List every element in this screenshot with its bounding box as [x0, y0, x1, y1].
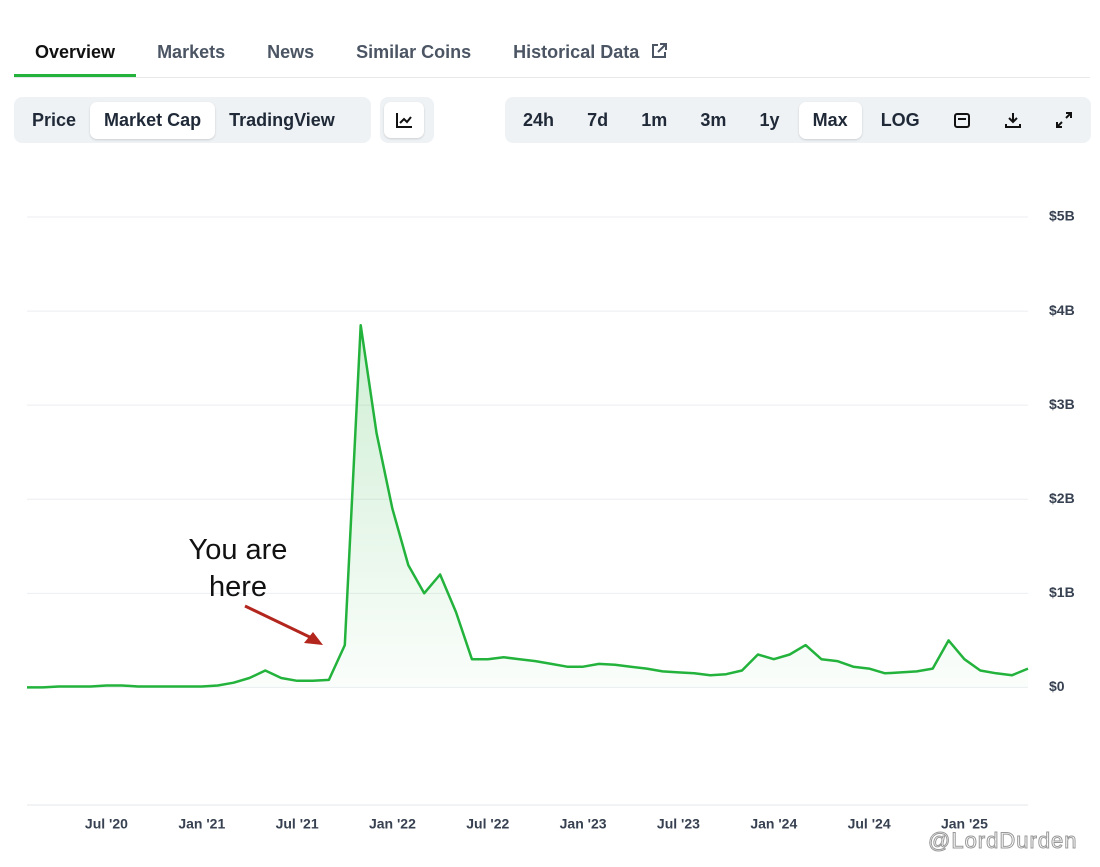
x-tick-label: Jan '24 — [750, 816, 797, 832]
y-tick-label: $2B — [1049, 490, 1075, 506]
range-button[interactable]: 1m — [641, 109, 668, 130]
range-button[interactable]: Max — [798, 101, 862, 139]
arrow-head — [304, 632, 323, 645]
y-tick-label: $1B — [1049, 584, 1075, 600]
x-tick-label: Jul '24 — [848, 816, 891, 832]
y-tick-label: $5B — [1049, 208, 1075, 224]
nav-tab[interactable]: News — [267, 42, 315, 62]
area — [27, 325, 1028, 688]
range-button[interactable]: 7d — [587, 109, 609, 130]
chart-style — [380, 97, 434, 143]
view-tabs: Price Market Cap TradingView — [14, 97, 371, 143]
external-icon — [652, 43, 668, 58]
view-tab[interactable]: TradingView — [229, 109, 335, 130]
view-tab[interactable]: Price — [32, 109, 77, 130]
x-tick-label: Jan '22 — [369, 816, 416, 832]
y-tick-label: $4B — [1049, 302, 1075, 318]
x-tick-label: Jan '25 — [941, 816, 988, 832]
line — [27, 323, 1029, 689]
line-icon — [396, 113, 412, 128]
expand-icon — [1055, 112, 1072, 128]
x-tick-label: Jan '21 — [178, 816, 225, 832]
download-icon — [1004, 113, 1021, 128]
x-tick-label: Jul '22 — [466, 816, 509, 832]
download-button[interactable] — [990, 103, 1036, 137]
arrow — [244, 604, 319, 643]
x-tick-label: Jul '21 — [276, 816, 319, 832]
view-tab[interactable]: Market Cap — [90, 101, 216, 139]
x-tick-label: Jan '23 — [560, 816, 607, 832]
range-buttons: 24h 7d 1m 3m 1y Max LOG — [505, 97, 1091, 143]
calendar-button[interactable] — [939, 103, 985, 137]
calendar-icon — [953, 113, 970, 128]
nav-tab[interactable]: Overview — [14, 28, 137, 77]
y-tick-label: $0 — [1049, 678, 1065, 694]
nav-tab[interactable]: Markets — [157, 42, 226, 62]
x-tick-label: Jul '20 — [85, 816, 128, 832]
range-button[interactable]: 1y — [759, 109, 780, 130]
watermark: @LordDurden — [928, 828, 1078, 854]
range-button[interactable]: LOG — [880, 109, 920, 130]
nav-tab-label: Historical Data — [513, 42, 640, 62]
nav-tabs: Overview Markets News Similar Coins Hist… — [14, 28, 1090, 78]
fullscreen-button[interactable] — [1041, 103, 1087, 137]
nav-tab[interactable]: Similar Coins — [356, 42, 472, 62]
x-tick-label: Jul '23 — [657, 816, 700, 832]
annotation: You are here — [188, 534, 288, 603]
range-button[interactable]: 3m — [700, 109, 727, 130]
nav-tab[interactable]: Historical Data — [492, 28, 689, 77]
y-tick-label: $3B — [1049, 396, 1075, 412]
line-chart-button[interactable] — [384, 102, 424, 138]
range-button[interactable]: 24h — [523, 109, 555, 130]
